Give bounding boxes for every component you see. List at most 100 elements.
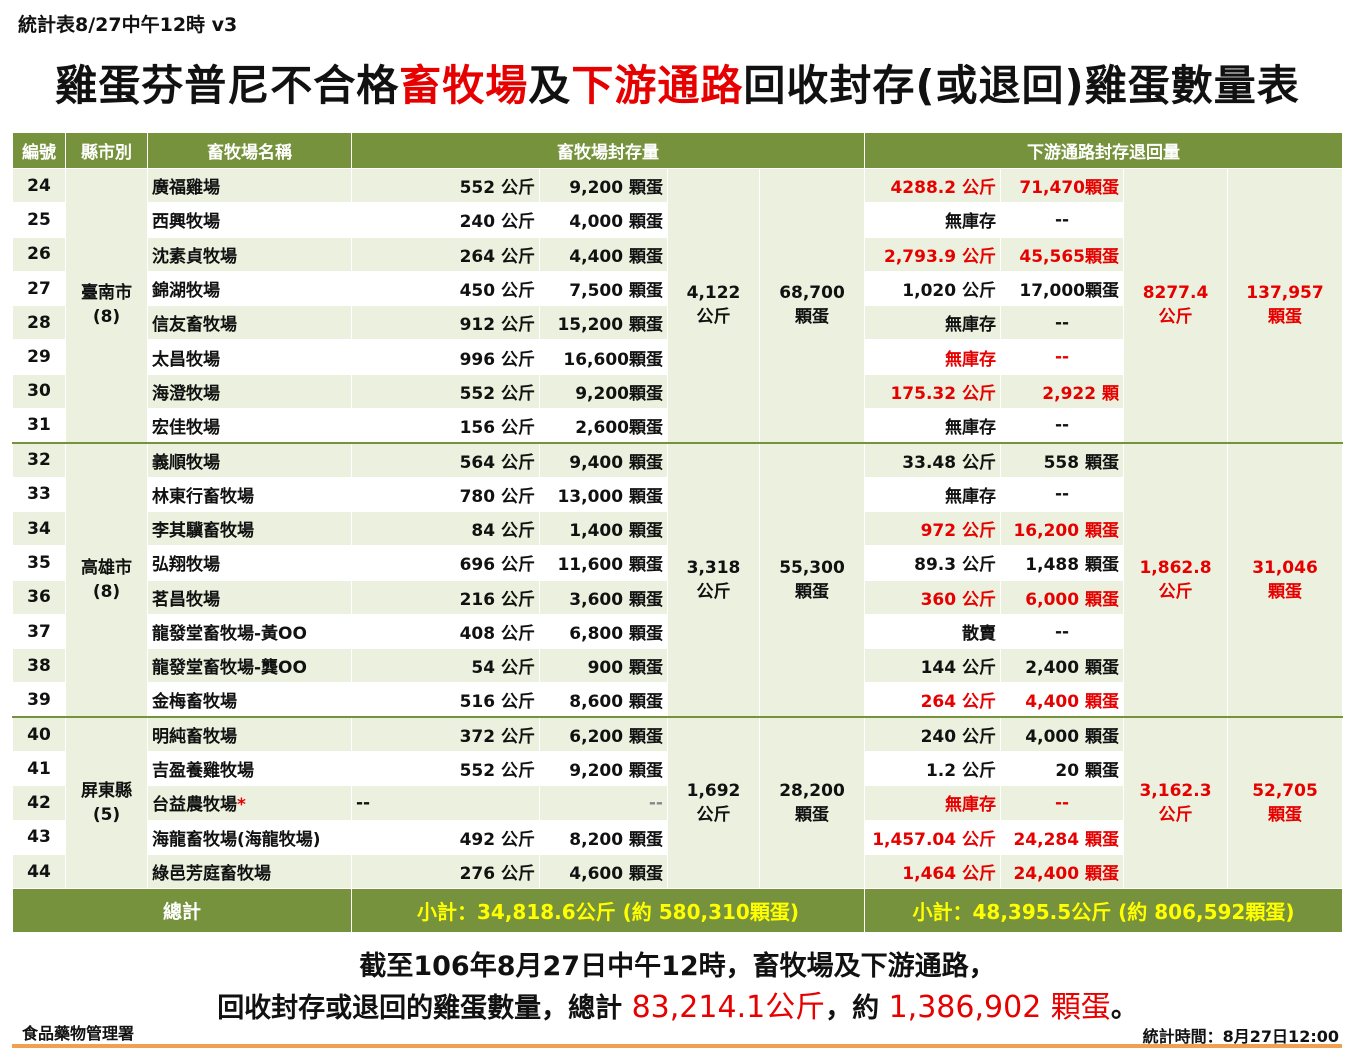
farm-name-text: 弘翔牧場: [152, 555, 220, 576]
downstream-eggs: 2,922 顆: [1000, 373, 1124, 410]
summary-total-eggs: 1,386,902 顆蛋: [888, 990, 1111, 1025]
downstream-kg: 264 公斤: [864, 682, 1001, 718]
table-row: 36 茗昌牧場 216 公斤 3,600 顆蛋 360 公斤 6,000 顆蛋: [12, 579, 1343, 615]
farm-kg: 156 公斤: [351, 408, 540, 444]
farm-eggs: 9,200 顆蛋: [539, 751, 668, 787]
summary-line-2: 回收封存或退回的雞蛋數量，總計 83,214.1公斤，約 1,386,902 顆…: [0, 982, 1355, 1026]
farm-eggs: 15,200 顆蛋: [539, 305, 668, 341]
table-row: 44 綠邑芳庭畜牧場 276 公斤 4,600 顆蛋 1,464 公斤 24,400 顆蛋: [12, 853, 1343, 890]
farm-total-eggs-cell: 28,200 顆蛋: [759, 716, 865, 890]
downstream-kg: 144 公斤: [864, 648, 1001, 684]
farm-eggs: 2,600顆蛋: [539, 408, 668, 444]
farm-total-kg-cell: 3,318 公斤: [667, 441, 760, 718]
farm-name: 龍發堂畜牧場-黃OO: [147, 613, 352, 650]
title-part-downstream: 下游通路: [571, 61, 744, 110]
farm-name-text: 宏佳牧場: [152, 417, 220, 438]
county-name: 高雄市: [81, 558, 132, 579]
table-row: 38 龍發堂畜牧場-龔OO 54 公斤 900 顆蛋 144 公斤 2,400 顆蛋: [12, 648, 1343, 684]
farm-eggs: 9,200顆蛋: [539, 373, 668, 410]
downstream-total-eggs: 31,046: [1252, 558, 1318, 579]
farm-eggs: 1,400 顆蛋: [539, 510, 668, 547]
title-part-farms: 畜牧場: [399, 61, 529, 110]
farm-name-text: 龍發堂畜牧場-黃OO: [152, 624, 307, 644]
farm-name-text: 海澄牧場: [152, 383, 220, 404]
farm-name-text: 錦湖牧場: [152, 281, 220, 302]
farm-name-text: 金梅畜牧場: [152, 692, 237, 713]
farm-eggs: 16,600顆蛋: [539, 339, 668, 375]
farm-kg: 564 公斤: [351, 441, 540, 478]
farm-kg: 516 公斤: [351, 682, 540, 718]
farm-name-text: 吉盈養雞牧場: [152, 761, 254, 782]
downstream-eggs: 4,400 顆蛋: [1000, 682, 1124, 718]
downstream-eggs: 16,200 顆蛋: [1000, 510, 1124, 547]
farm-name-text: 明純畜牧場: [152, 727, 237, 748]
farm-name: 廣福雞場: [147, 167, 352, 204]
downstream-kg: 972 公斤: [864, 510, 1001, 547]
farm-kg: 450 公斤: [351, 270, 540, 307]
farm-eggs: 4,600 顆蛋: [539, 853, 668, 890]
downstream-total-kg: 3,162.3: [1139, 781, 1212, 802]
row-no: 44: [12, 853, 66, 890]
downstream-total-kg-cell: 8277.4 公斤: [1123, 167, 1228, 444]
farm-kg: 372 公斤: [351, 716, 540, 753]
farm-eggs: 6,800 顆蛋: [539, 613, 668, 650]
farm-name: 海澄牧場: [147, 373, 352, 410]
farm-eggs: 11,600 顆蛋: [539, 545, 668, 581]
table-row: 35 弘翔牧場 696 公斤 11,600 顆蛋 89.3 公斤 1,488 顆蛋: [12, 545, 1343, 581]
farm-total-eggs-cell: 68,700 顆蛋: [759, 167, 865, 444]
farm-name-text: 義順牧場: [152, 452, 220, 473]
farm-eggs: 4,000 顆蛋: [539, 202, 668, 238]
farm-name: 明純畜牧場: [147, 716, 352, 753]
downstream-total-eggs-cell: 52,705 顆蛋: [1227, 716, 1343, 890]
farm-kg: 696 公斤: [351, 545, 540, 581]
title-part-and: 及: [528, 61, 572, 110]
farm-kg: --: [351, 785, 540, 821]
farm-kg: 996 公斤: [351, 339, 540, 375]
table-row: 33 林東行畜牧場 780 公斤 13,000 顆蛋 無庫存 --: [12, 476, 1343, 512]
row-no: 38: [12, 648, 66, 684]
downstream-kg: 1.2 公斤: [864, 751, 1001, 787]
farm-kg: 54 公斤: [351, 648, 540, 684]
egg-seal-table: 編號 縣市別 畜牧場名稱 畜牧場封存量 下游通路封存退回量 24 臺南市 (8) 廣福…: [12, 132, 1343, 934]
farm-name-text: 信友畜牧場: [152, 315, 237, 336]
table-row: 34 李其驥畜牧場 84 公斤 1,400 顆蛋 972 公斤 16,200 顆蛋: [12, 510, 1343, 547]
row-no: 31: [12, 408, 66, 444]
farm-name: 海龍畜牧場(海龍牧場): [147, 819, 352, 855]
farm-name-text: 西興牧場: [152, 212, 220, 233]
farm-eggs: --: [539, 785, 668, 821]
agency-name: 食品藥物管理署: [22, 1024, 135, 1043]
farm-name-text: 李其驥畜牧場: [152, 521, 254, 542]
downstream-total-eggs: 137,957: [1246, 283, 1324, 304]
farm-total-kg: 3,318: [686, 558, 741, 579]
row-no: 27: [12, 270, 66, 307]
table-header-row: 編號 縣市別 畜牧場名稱 畜牧場封存量 下游通路封存退回量: [12, 132, 1343, 169]
farm-name: 龍發堂畜牧場-龔OO: [147, 648, 352, 684]
farm-kg: 408 公斤: [351, 613, 540, 650]
header-county: 縣市別: [65, 132, 148, 169]
farm-total-kg-unit: 公斤: [696, 307, 731, 328]
row-no: 29: [12, 339, 66, 375]
downstream-kg: 無庫存: [864, 202, 1001, 238]
farm-kg: 264 公斤: [351, 236, 540, 272]
downstream-total-eggs-cell: 137,957 顆蛋: [1227, 167, 1343, 444]
farm-kg: 552 公斤: [351, 751, 540, 787]
row-no: 25: [12, 202, 66, 238]
farm-name-text: 太昌牧場: [152, 349, 220, 370]
downstream-eggs: 24,284 顆蛋: [1000, 819, 1124, 855]
downstream-total-kg-unit: 公斤: [1158, 805, 1193, 826]
table-row: 32 高雄市 (8) 義順牧場 564 公斤 9,400 顆蛋 3,318 公斤 55,300 顆…: [12, 441, 1343, 718]
table-row: 31 宏佳牧場 156 公斤 2,600顆蛋 無庫存 --: [12, 408, 1343, 444]
row-no: 30: [12, 373, 66, 410]
downstream-total-eggs: 52,705: [1252, 781, 1318, 802]
farm-name: 茗昌牧場: [147, 579, 352, 615]
farm-total-eggs: 28,200: [779, 781, 845, 802]
farm-eggs: 8,200 顆蛋: [539, 819, 668, 855]
total-label: 總計: [12, 888, 352, 934]
farm-eggs: 3,600 顆蛋: [539, 579, 668, 615]
downstream-kg: 89.3 公斤: [864, 545, 1001, 581]
farm-name: 吉盈養雞牧場: [147, 751, 352, 787]
farm-kg: 216 公斤: [351, 579, 540, 615]
downstream-kg: 無庫存: [864, 476, 1001, 512]
farm-name-text: 綠邑芳庭畜牧場: [152, 864, 271, 885]
table-row: 42 台益農牧場* -- -- 無庫存 --: [12, 785, 1343, 821]
